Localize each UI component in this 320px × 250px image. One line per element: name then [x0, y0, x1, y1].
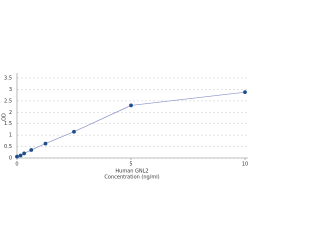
x-tick-label: 5: [129, 162, 132, 168]
data-point: [43, 141, 48, 146]
y-tick-label: 0.5: [4, 144, 12, 150]
y-tick-label: 2: [9, 110, 12, 116]
y-tick-label: 1: [9, 133, 12, 139]
data-point: [22, 151, 27, 156]
y-tick-label: 0: [9, 156, 12, 162]
series-line: [16, 91, 246, 157]
data-point: [18, 153, 23, 158]
x-tick-label: 0: [15, 162, 18, 168]
y-tick-label: 3.5: [4, 76, 12, 82]
y-tick-label: 1.5: [4, 121, 12, 127]
y-tick-label: 3: [9, 87, 12, 93]
data-point: [15, 154, 19, 159]
y-axis-label: OD: [2, 113, 8, 121]
data-point: [29, 148, 34, 152]
x-axis-label: Concentration (ng/ml): [104, 175, 159, 181]
data-point: [243, 90, 247, 95]
x-tick-label: 10: [242, 162, 248, 168]
data-point: [72, 129, 76, 134]
x-axis-label: Human GNL2: [115, 169, 148, 175]
y-tick-label: 2.5: [4, 98, 12, 104]
chart: OD Human GNL2 Concentration (ng/ml) 0 0.5…: [2, 73, 248, 181]
data-point: [129, 103, 133, 108]
